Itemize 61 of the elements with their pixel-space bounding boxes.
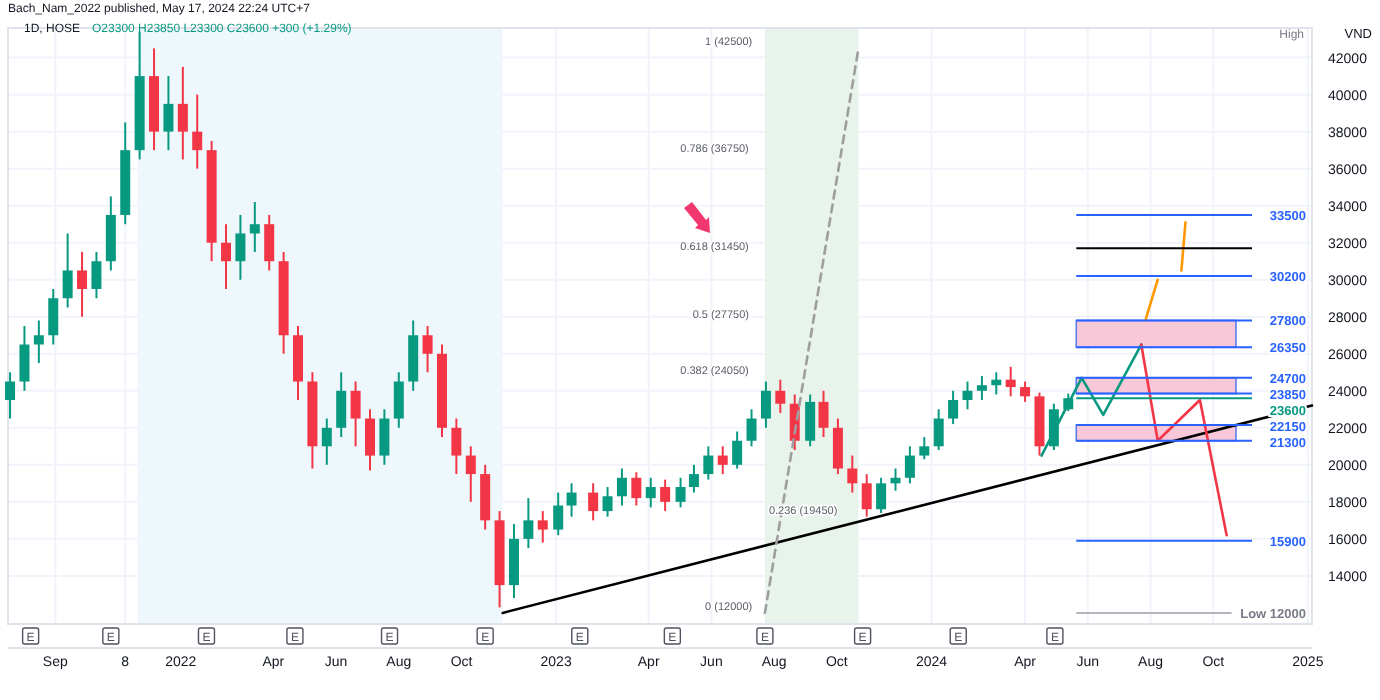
candlestick [163,75,174,152]
candlestick [553,491,564,537]
candlestick [832,417,843,476]
line-series [1139,343,1228,537]
candlestick [746,408,757,448]
candlestick [465,445,476,503]
candlestick [732,430,743,470]
candlestick [221,223,232,290]
candlestick [293,325,304,402]
candlestick [235,213,246,281]
candlestick [336,371,347,439]
candlestick [904,445,915,485]
candlestick [717,445,728,476]
candlestick [19,325,30,392]
candlestick [588,482,599,522]
candlestick [422,325,433,374]
candlestick [77,250,88,318]
candlestick [451,417,462,476]
candlestick [616,467,627,507]
candlestick [1020,380,1031,403]
candlestick [919,436,930,461]
candlestick [249,200,260,253]
candlestick [523,497,534,550]
candlestick [105,195,116,272]
candlestick [364,408,375,472]
candlestick [818,389,829,439]
candlestick [480,463,491,531]
candlestick [976,374,987,402]
candlestick [264,213,275,272]
candlestick [33,319,44,365]
candlestick [775,378,786,414]
candlestick [62,232,73,309]
candlestick [847,454,858,494]
candlestick [177,65,188,161]
candlestick [861,473,872,518]
candlestick [675,476,686,509]
candlestick [876,476,887,514]
candlestick [48,287,59,346]
candlestick [602,486,613,518]
candlestick [379,408,390,466]
candlestick [408,319,419,392]
candlestick [948,389,959,426]
candlestick [688,463,699,494]
candlestick [321,417,332,466]
candlestick [350,380,361,448]
candlestick [508,523,519,600]
candlestick [703,445,714,481]
candlestick [393,371,404,429]
candlestick [962,380,973,411]
candlestick [645,476,656,509]
candlestick [933,408,944,452]
candlestick [660,478,671,513]
candlestick [192,93,203,170]
candlestick [805,393,816,448]
candlestick [760,380,771,429]
candlestick [566,482,577,518]
candlestick [1005,365,1016,398]
candlestick [91,250,102,300]
candlestick [5,371,16,420]
candlestick [631,471,642,507]
candlestick [537,510,548,544]
